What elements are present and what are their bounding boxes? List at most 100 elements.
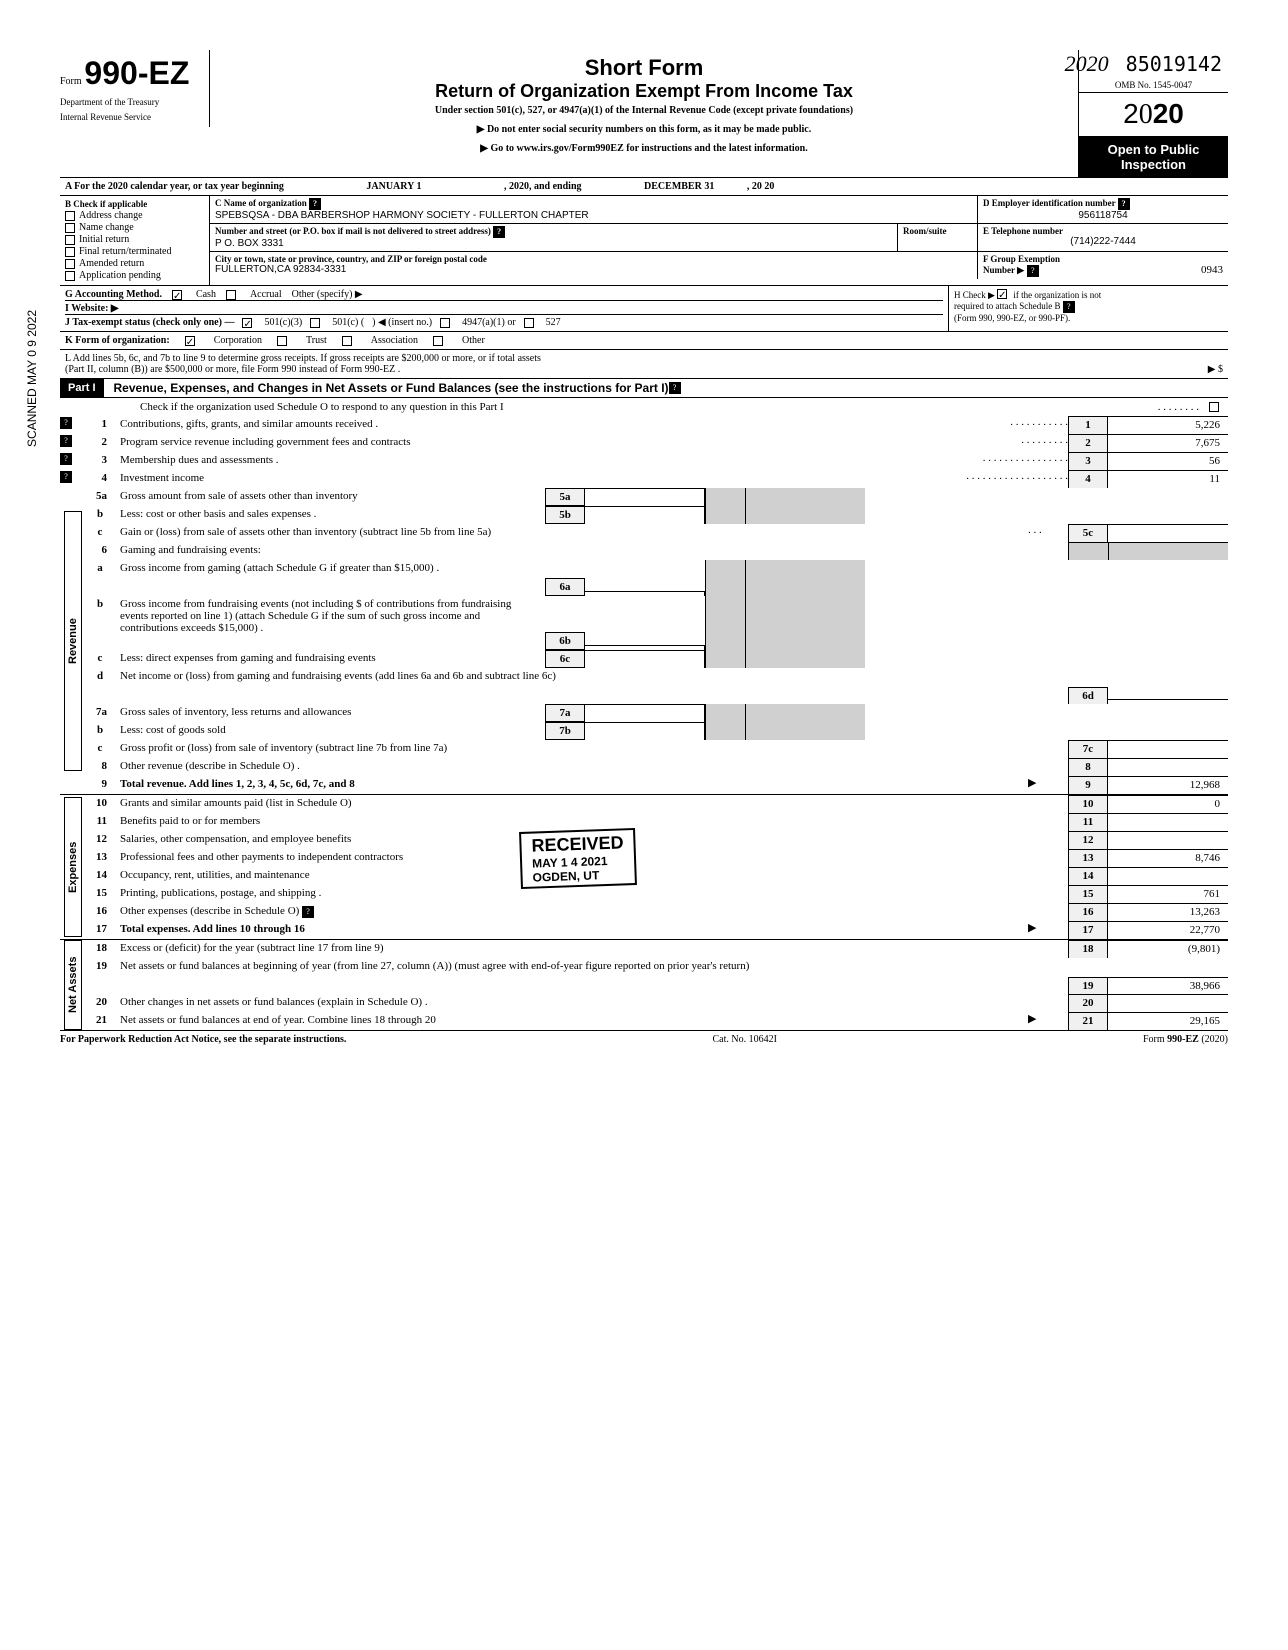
line-10-text: Grants and similar amounts paid (list in… <box>115 795 1068 813</box>
addr-value: P O. BOX 3331 <box>215 238 892 249</box>
addr-label: Number and street (or P.O. box if mail i… <box>215 226 491 236</box>
line-7a-text: Gross sales of inventory, less returns a… <box>115 704 545 722</box>
checkbox-4947[interactable] <box>440 318 450 328</box>
checkbox-initial-return[interactable] <box>65 235 75 245</box>
footer-center: Cat. No. 10642I <box>712 1034 776 1045</box>
expenses-label: Expenses <box>64 797 82 937</box>
tax-year: 2020 <box>1079 93 1228 137</box>
line-9-text: Total revenue. Add lines 1, 2, 3, 4, 5c,… <box>120 778 355 790</box>
checkbox-accrual[interactable] <box>226 290 236 300</box>
checkbox-address-change[interactable] <box>65 211 75 221</box>
checkbox-cash[interactable] <box>172 290 182 300</box>
org-name: SPEBSQSA - DBA BARBERSHOP HARMONY SOCIET… <box>215 210 972 221</box>
room-label: Room/suite <box>903 226 972 236</box>
line-8-text: Other revenue (describe in Schedule O) . <box>115 758 1068 776</box>
stamp-number: 85019142 <box>1124 50 1224 78</box>
line-1-text: Contributions, gifts, grants, and simila… <box>115 416 868 434</box>
main-title: Return of Organization Exempt From Incom… <box>220 81 1068 102</box>
checkbox-other[interactable] <box>433 336 443 346</box>
help-icon[interactable]: ? <box>669 382 681 394</box>
help-icon[interactable]: ? <box>309 198 321 210</box>
line-15-value: 761 <box>1108 885 1228 903</box>
net-assets-label: Net Assets <box>64 940 82 1030</box>
checkbox-trust[interactable] <box>277 336 287 346</box>
help-icon[interactable]: ? <box>1063 301 1075 313</box>
form-number: 990-EZ <box>84 55 189 91</box>
line-9-value: 12,968 <box>1108 776 1228 794</box>
phone-label: E Telephone number <box>983 226 1223 236</box>
checkbox-corporation[interactable] <box>185 336 195 346</box>
line-17-value: 22,770 <box>1108 921 1228 939</box>
checkbox-501c[interactable] <box>310 318 320 328</box>
line-16-value: 13,263 <box>1108 903 1228 921</box>
footer: For Paperwork Reduction Act Notice, see … <box>60 1030 1228 1048</box>
checkbox-final-return[interactable] <box>65 247 75 257</box>
checkbox-name-change[interactable] <box>65 223 75 233</box>
line-6b-text: Gross income from fundraising events (no… <box>115 596 545 650</box>
line-15-text: Printing, publications, postage, and shi… <box>115 885 1068 903</box>
line-21-value: 29,165 <box>1108 1012 1228 1030</box>
city-value: FULLERTON,CA 92834-3331 <box>215 264 972 275</box>
checkbox-association[interactable] <box>342 336 352 346</box>
form-org-label: K Form of organization: <box>65 335 170 346</box>
help-icon[interactable]: ? <box>60 453 72 465</box>
line-5b-text: Less: cost or other basis and sales expe… <box>115 506 545 524</box>
form-page: SCANNED MAY 0 9 2022 Form 990-EZ Departm… <box>60 50 1228 1048</box>
line-7b-text: Less: cost of goods sold <box>115 722 545 740</box>
line-5c-text: Gain or (loss) from sale of assets other… <box>115 524 1028 542</box>
part1-title: Revenue, Expenses, and Changes in Net As… <box>104 381 669 395</box>
dept-treasury: Department of the Treasury <box>60 97 199 107</box>
city-label: City or town, state or province, country… <box>215 254 972 264</box>
part1-label: Part I <box>60 379 104 397</box>
line-16-text: Other expenses (describe in Schedule O) <box>120 905 299 917</box>
help-icon[interactable]: ? <box>302 906 314 918</box>
help-icon[interactable]: ? <box>1118 198 1130 210</box>
checkbox-amended-return[interactable] <box>65 259 75 269</box>
line-6c-text: Less: direct expenses from gaming and fu… <box>115 650 545 668</box>
short-form-title: Short Form <box>220 55 1068 81</box>
part1-header: Part I Revenue, Expenses, and Changes in… <box>60 378 1228 398</box>
subtitle: Under section 501(c), 527, or 4947(a)(1)… <box>220 105 1068 116</box>
row-a: A For the 2020 calendar year, or tax yea… <box>60 178 1228 196</box>
help-icon[interactable]: ? <box>60 417 72 429</box>
line-20-text: Other changes in net assets or fund bala… <box>115 994 1068 1012</box>
help-icon[interactable]: ? <box>493 226 505 238</box>
section-bcdef: B Check if applicable Address change Nam… <box>60 196 1228 286</box>
group-label: F Group Exemption <box>983 254 1223 264</box>
help-icon[interactable]: ? <box>60 435 72 447</box>
line-18-value: (9,801) <box>1108 940 1228 958</box>
dept-irs: Internal Revenue Service <box>60 112 199 122</box>
scanned-stamp: SCANNED MAY 0 9 2022 <box>25 310 39 447</box>
website-label: I Website: ▶ <box>65 303 119 314</box>
checkbox-schedule-b[interactable] <box>997 289 1007 299</box>
name-label: C Name of organization <box>215 198 307 208</box>
checkbox-527[interactable] <box>524 318 534 328</box>
line-1-value: 5,226 <box>1108 416 1228 434</box>
line-6-text: Gaming and fundraising events: <box>115 542 1068 560</box>
footer-left: For Paperwork Reduction Act Notice, see … <box>60 1034 346 1045</box>
line-2-text: Program service revenue including govern… <box>115 434 918 452</box>
line-3-text: Membership dues and assessments . <box>115 452 768 470</box>
help-icon[interactable]: ? <box>1027 265 1039 277</box>
help-icon[interactable]: ? <box>60 471 72 483</box>
ein-label: D Employer identification number <box>983 198 1115 208</box>
instruction1: ▶ Do not enter social security numbers o… <box>220 124 1068 135</box>
row-k: K Form of organization: Corporation Trus… <box>60 332 1228 350</box>
checkbox-schedule-o[interactable] <box>1209 402 1219 412</box>
lines-table: ? ? ? ? Revenue 1Contributions, gifts, g… <box>60 416 1228 794</box>
line-11-text: Benefits paid to or for members <box>115 813 1068 831</box>
checkbox-application-pending[interactable] <box>65 271 75 281</box>
phone-value: (714)222-7444 <box>983 236 1223 247</box>
line-4-text: Investment income <box>115 470 718 488</box>
row-l: L Add lines 5b, 6c, and 7b to line 9 to … <box>60 350 1228 378</box>
checkbox-501c3[interactable] <box>242 318 252 328</box>
line-7c-text: Gross profit or (loss) from sale of inve… <box>115 740 1068 758</box>
omb-number: OMB No. 1545-0047 <box>1079 78 1228 93</box>
line-4-value: 11 <box>1108 470 1228 488</box>
form-header: Form 990-EZ Department of the Treasury I… <box>60 50 1228 178</box>
line-6a-text: Gross income from gaming (attach Schedul… <box>115 560 545 596</box>
line-21-text: Net assets or fund balances at end of ye… <box>115 1012 1028 1030</box>
line-3-value: 56 <box>1108 452 1228 470</box>
group-value: 0943 <box>1201 264 1223 276</box>
line-19-value: 38,966 <box>1108 977 1228 994</box>
